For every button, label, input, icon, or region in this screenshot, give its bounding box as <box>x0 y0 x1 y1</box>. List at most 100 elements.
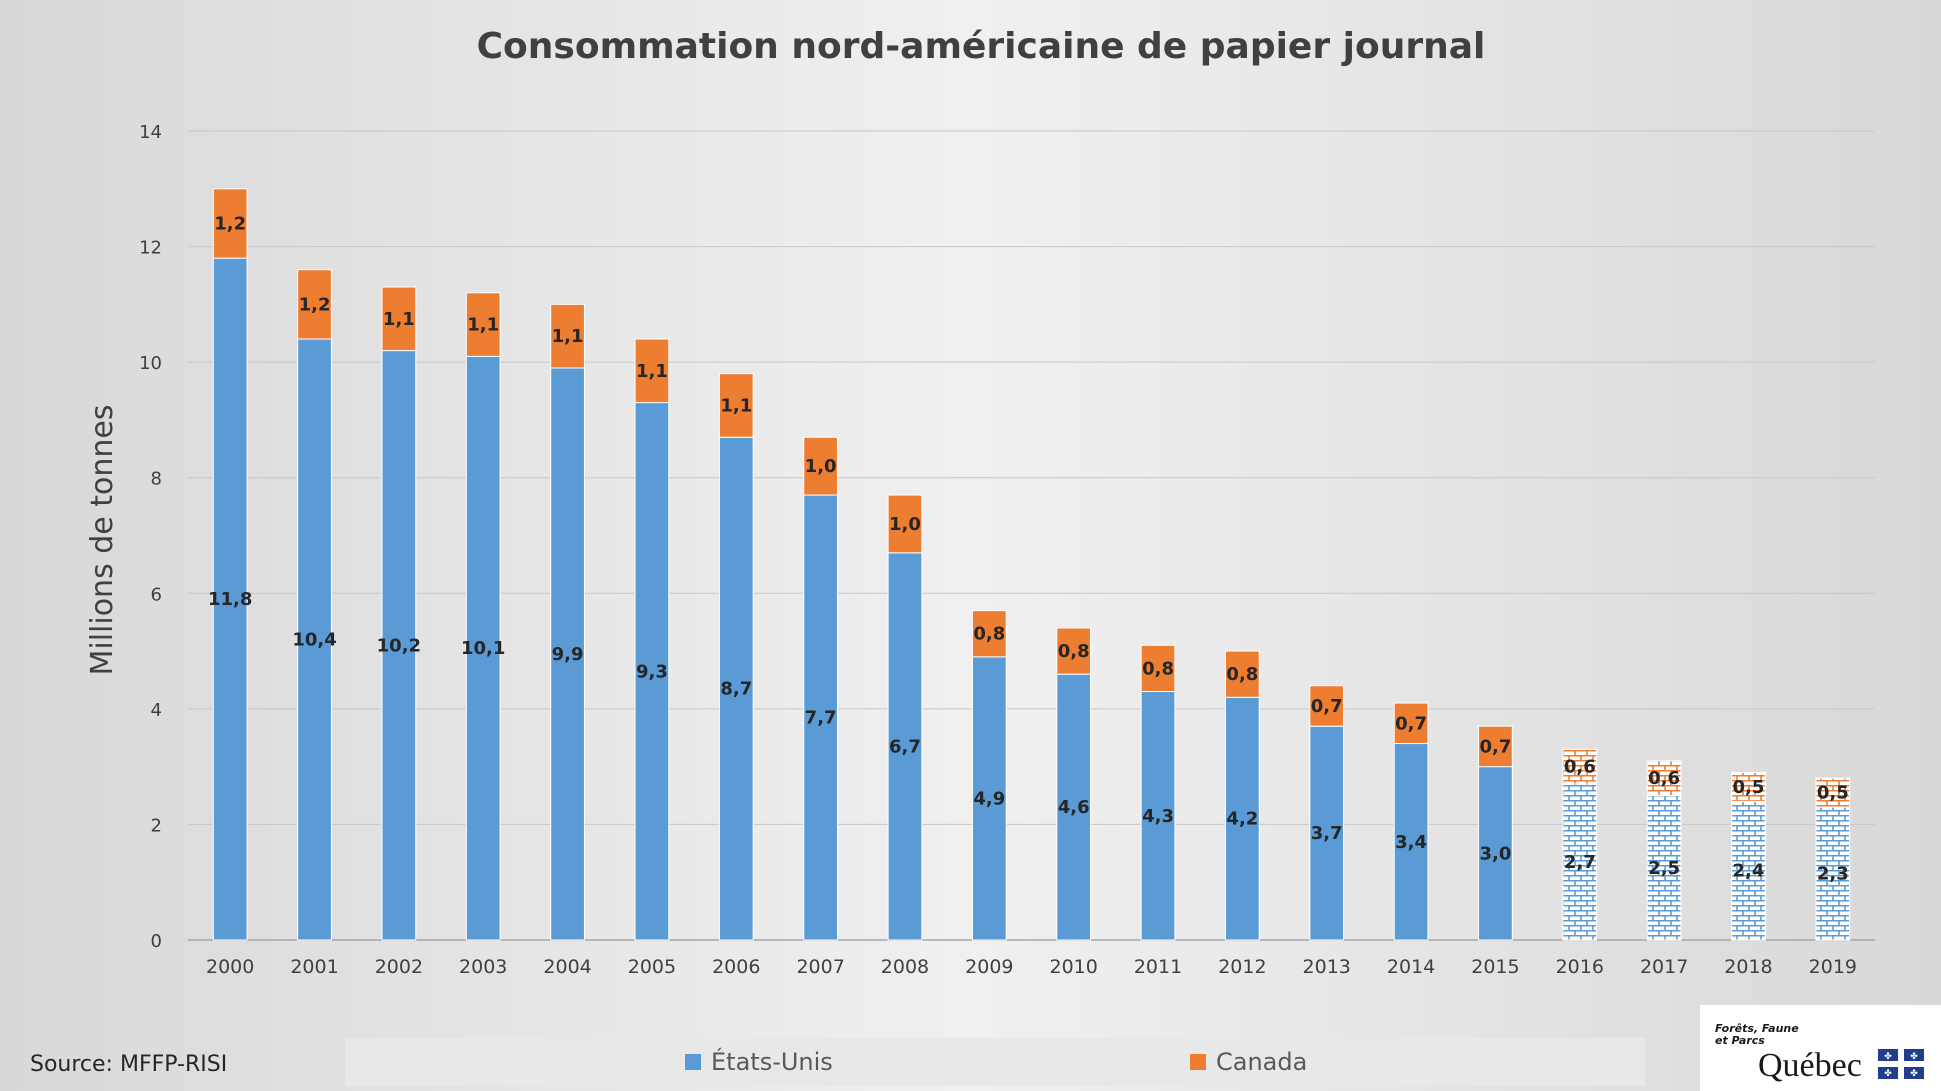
data-label-us: 2,4 <box>1733 861 1765 882</box>
bar-us <box>971 656 1007 941</box>
quebec-logo: Forêts, Faune et Parcs Québec ✤ ✤ ✤ ✤ <box>1700 1005 1941 1091</box>
legend-swatch-canada <box>1190 1054 1206 1070</box>
x-tick-label: 2001 <box>290 956 338 978</box>
data-label-us: 3,4 <box>1395 832 1427 853</box>
x-tick-label: 2004 <box>543 956 591 978</box>
bar-canada <box>1056 627 1092 675</box>
bar-us <box>550 367 585 941</box>
svg-text:✤: ✤ <box>1910 1052 1918 1062</box>
data-label-canada: 0,5 <box>1817 783 1849 804</box>
bar-us <box>1225 696 1260 941</box>
data-label-us: 2,5 <box>1648 858 1680 879</box>
x-tick-label: 2012 <box>1218 956 1266 978</box>
legend-label-canada: Canada <box>1216 1048 1308 1076</box>
data-label-us: 10,2 <box>377 635 421 656</box>
x-tick-label: 2009 <box>965 956 1013 978</box>
bar-canada <box>1225 650 1260 698</box>
x-tick-label: 2018 <box>1724 956 1772 978</box>
data-label-us: 4,9 <box>973 788 1005 809</box>
y-tick-label: 14 <box>139 122 162 143</box>
bar-canada <box>887 494 923 554</box>
svg-text:✤: ✤ <box>1884 1052 1892 1062</box>
bar-canada <box>718 373 754 438</box>
legend-item-us: États-Unis <box>685 1048 833 1076</box>
bar-canada <box>465 292 501 357</box>
data-label-us: 6,7 <box>889 736 921 757</box>
data-label-canada: 1,0 <box>889 514 921 535</box>
x-tick-label: 2019 <box>1809 956 1857 978</box>
logo-line-1: Forêts, Faune <box>1715 1022 1799 1035</box>
x-tick-label: 2013 <box>1303 956 1351 978</box>
data-label-canada: 1,2 <box>299 294 331 315</box>
legend: États-Unis Canada <box>345 1038 1645 1086</box>
y-tick-label: 2 <box>151 815 162 836</box>
data-label-canada: 1,1 <box>720 395 752 416</box>
data-label-us: 9,3 <box>636 661 668 682</box>
bar-canada <box>971 610 1007 658</box>
data-label-canada: 0,7 <box>1311 696 1343 717</box>
data-label-canada: 1,1 <box>636 361 668 382</box>
data-label-us: 4,2 <box>1226 809 1258 830</box>
data-label-canada: 1,1 <box>383 309 415 330</box>
data-label-canada: 0,6 <box>1648 768 1680 789</box>
x-tick-label: 2005 <box>628 956 676 978</box>
bar-canada <box>1731 771 1766 802</box>
logo-quebec-text: Québec <box>1758 1047 1862 1084</box>
x-tick-label: 2003 <box>459 956 507 978</box>
x-tick-label: 2000 <box>206 956 254 978</box>
data-label-us: 10,1 <box>461 638 505 659</box>
bar-canada <box>1140 644 1176 693</box>
gridlines <box>188 130 1875 941</box>
bar-us <box>634 402 670 941</box>
svg-text:✤: ✤ <box>1884 1069 1892 1079</box>
bar-us <box>718 436 754 941</box>
bar-us <box>1646 795 1682 941</box>
data-label-us: 2,3 <box>1817 864 1849 885</box>
x-tick-label: 2008 <box>881 956 929 978</box>
x-tick-label: 2010 <box>1049 956 1097 978</box>
bar-canada <box>297 269 332 340</box>
legend-swatch-us <box>685 1054 701 1070</box>
y-tick-label: 12 <box>139 238 162 259</box>
bar-canada <box>1646 760 1682 797</box>
logo-ministry-text: Forêts, Faune et Parcs <box>1715 1023 1835 1047</box>
data-label-canada: 0,7 <box>1479 736 1511 757</box>
bar-canada <box>1562 748 1598 785</box>
source-note: Source: MFFP-RISI <box>30 1052 228 1077</box>
svg-text:✤: ✤ <box>1910 1069 1918 1079</box>
x-axis-ticks: 2000 2001 2002 2003 2004 2005 2006 2007 2008 2009… <box>206 956 1857 978</box>
x-tick-label: 2017 <box>1640 956 1688 978</box>
x-tick-label: 2007 <box>796 956 844 978</box>
y-tick-label: 0 <box>151 931 162 952</box>
bar-us <box>1056 673 1092 941</box>
data-label-us: 9,9 <box>552 644 584 665</box>
data-label-us: 11,8 <box>208 589 252 610</box>
data-label-canada: 0,8 <box>1142 658 1174 679</box>
data-label-canada: 1,1 <box>552 326 584 347</box>
bar-us <box>1815 806 1851 941</box>
data-label-us: 3,7 <box>1311 823 1343 844</box>
bar-canada <box>550 303 585 369</box>
bar-us <box>381 350 417 941</box>
bar-us <box>212 257 248 941</box>
bar-canada <box>1478 725 1513 768</box>
data-label-us: 7,7 <box>805 708 837 729</box>
quebec-flag-icon: ✤ ✤ ✤ ✤ <box>1878 1049 1924 1079</box>
y-tick-label: 8 <box>151 469 162 490</box>
data-label-canada: 0,6 <box>1564 757 1596 778</box>
bar-us <box>1309 725 1345 941</box>
data-label-canada: 0,8 <box>1226 664 1258 685</box>
data-label-canada: 1,2 <box>214 213 246 234</box>
bar-us <box>1731 800 1766 941</box>
bar-canada <box>1815 777 1851 808</box>
data-label-canada: 0,7 <box>1395 713 1427 734</box>
data-label-us: 3,0 <box>1479 843 1511 864</box>
y-tick-label: 6 <box>151 584 162 605</box>
logo-line-2: et Parcs <box>1715 1034 1765 1047</box>
chart-title: Consommation nord-américaine de papier j… <box>477 26 1486 67</box>
x-tick-label: 2011 <box>1134 956 1182 978</box>
data-label-canada: 1,1 <box>467 315 499 336</box>
bar-us <box>1562 783 1598 941</box>
bar-canada <box>1393 702 1429 745</box>
